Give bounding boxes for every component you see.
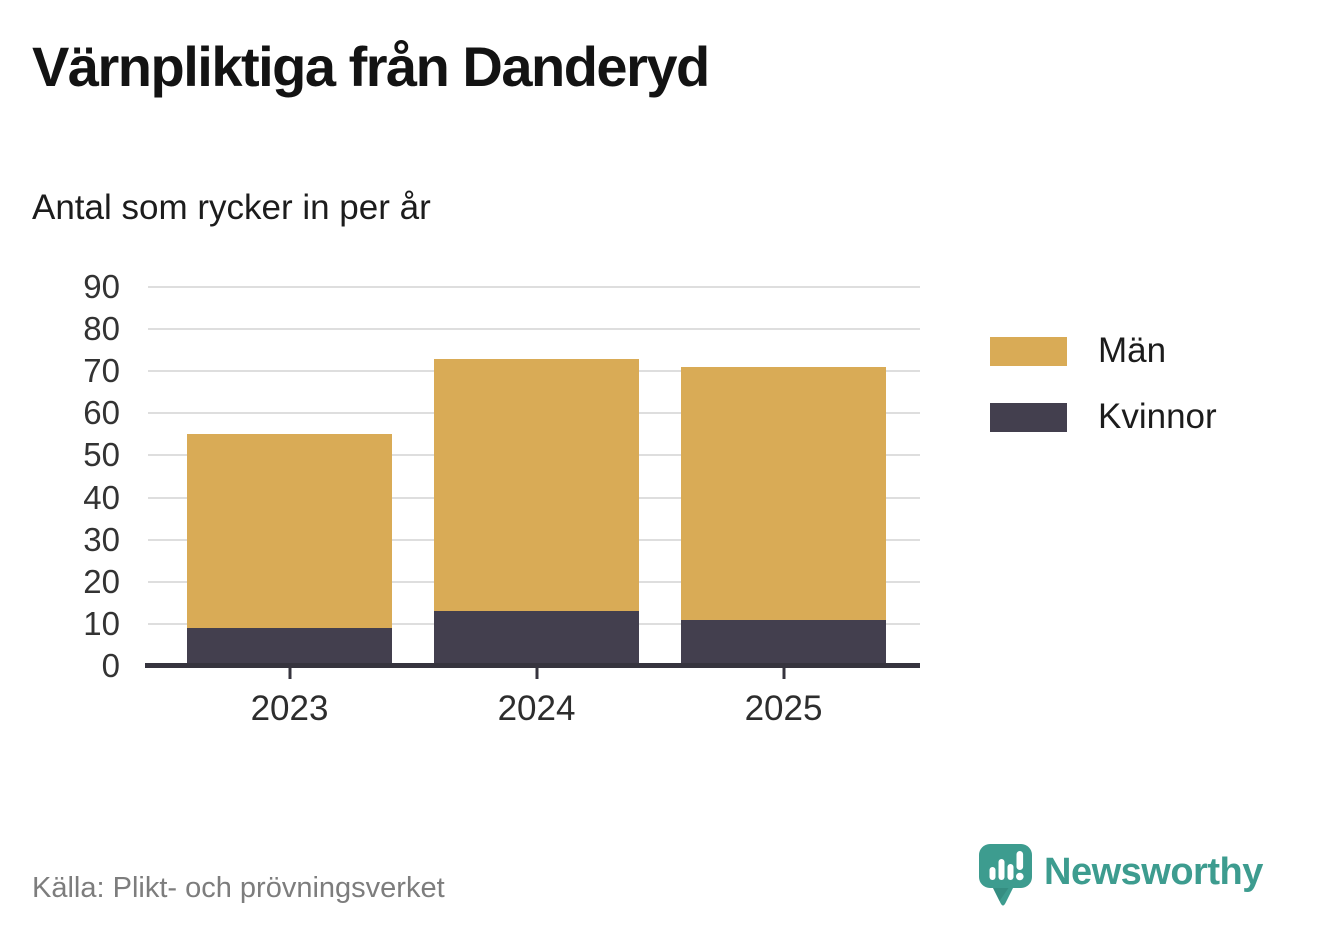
y-axis-tick-label: 60 (83, 394, 120, 432)
newsworthy-logo: Newsworthy (979, 844, 1263, 908)
chart-subtitle: Antal som rycker in per år (32, 188, 431, 227)
x-axis-label-2025: 2025 (744, 689, 823, 728)
y-axis-tick-label: 80 (83, 310, 120, 348)
bar-segment-kvinnor-2023 (187, 628, 392, 666)
y-axis-tick-label: 0 (101, 647, 120, 684)
legend-item-kvinnor: Kvinnor (990, 397, 1217, 437)
bar-segment-män-2025 (681, 367, 886, 620)
x-axis-label-2024: 2024 (497, 689, 576, 728)
legend-item-män: Män (990, 331, 1217, 371)
gridline-80 (148, 328, 920, 331)
legend-label: Kvinnor (1098, 397, 1217, 436)
x-axis-line (145, 663, 920, 668)
x-axis-tick (782, 668, 785, 679)
y-axis-tick-label: 30 (83, 520, 120, 558)
bar-segment-kvinnor-2024 (434, 611, 639, 666)
newsworthy-bubble-icon (979, 844, 1032, 906)
legend: Män Kvinnor (990, 331, 1217, 437)
x-axis-tick (288, 668, 291, 679)
y-axis-tick-label: 10 (83, 604, 120, 642)
x-axis-tick (535, 668, 538, 679)
x-axis-label-2023: 2023 (250, 689, 329, 728)
y-axis-tick-label: 20 (83, 562, 120, 600)
legend-swatch-män (990, 336, 1067, 366)
y-axis-tick-label: 40 (83, 478, 120, 516)
legend-swatch-kvinnor (990, 402, 1067, 432)
y-axis-tick-label: 50 (83, 436, 120, 474)
legend-label: Män (1098, 331, 1167, 370)
gridline-90 (148, 286, 920, 288)
y-axis-tick-label: 70 (83, 352, 120, 390)
chart-title: Värnpliktiga från Danderyd (32, 35, 710, 98)
bar-segment-män-2024 (434, 358, 639, 612)
bar-segment-kvinnor-2025 (681, 619, 886, 666)
y-axis-tick-label: 90 (83, 268, 120, 305)
newsworthy-wordmark: Newsworthy (1044, 851, 1263, 893)
source-text: Källa: Plikt- och prövningsverket (32, 872, 445, 904)
bar-segment-män-2023 (187, 434, 392, 629)
plot-area: 0 10 20 30 40 50 60 70 80 90 2023 2024 2025 (83, 268, 920, 728)
